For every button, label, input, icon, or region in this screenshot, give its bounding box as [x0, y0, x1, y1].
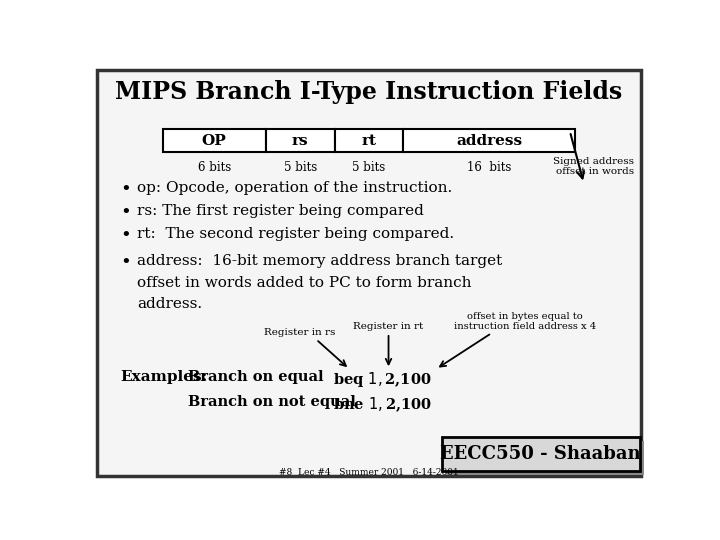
Text: •: • [121, 227, 132, 245]
Text: Signed address
offset in words: Signed address offset in words [553, 157, 634, 177]
Text: rs: The first register being compared: rs: The first register being compared [138, 204, 424, 218]
Text: 5 bits: 5 bits [352, 161, 386, 174]
Bar [441, 437, 639, 471]
Text: address.: address. [138, 297, 202, 311]
Text: 5 bits: 5 bits [284, 161, 317, 174]
Bar [266, 129, 335, 152]
Text: address:  16-bit memory address branch target: address: 16-bit memory address branch ta… [138, 254, 503, 268]
Bar [403, 129, 575, 152]
Text: Register in rt: Register in rt [354, 322, 423, 331]
FancyBboxPatch shape [96, 70, 642, 476]
Bar [163, 129, 266, 152]
Text: •: • [121, 181, 132, 199]
Text: •: • [121, 204, 132, 222]
Text: op: Opcode, operation of the instruction.: op: Opcode, operation of the instruction… [138, 181, 453, 195]
Text: offset in words added to PC to form branch: offset in words added to PC to form bran… [138, 275, 472, 289]
Text: rt: rt [361, 134, 377, 147]
Bar [446, 441, 644, 475]
Text: #8  Lec #4   Summer 2001   6-14-2001: #8 Lec #4 Summer 2001 6-14-2001 [279, 468, 459, 477]
Text: rs: rs [292, 134, 308, 147]
Text: address: address [456, 134, 523, 147]
Text: beq $1,$2,100: beq $1,$2,100 [333, 370, 431, 389]
Text: Branch on not equal: Branch on not equal [188, 395, 356, 409]
Text: rt:  The second register being compared.: rt: The second register being compared. [138, 227, 454, 241]
Bar [335, 129, 403, 152]
Text: OP: OP [202, 134, 227, 147]
Text: 16  bits: 16 bits [467, 161, 512, 174]
Text: Examples:: Examples: [121, 370, 208, 384]
Text: •: • [121, 254, 132, 272]
Text: Register in rs: Register in rs [264, 328, 335, 337]
Text: EECC550 - Shaaban: EECC550 - Shaaban [440, 444, 641, 463]
Text: offset in bytes equal to
instruction field address x 4: offset in bytes equal to instruction fie… [454, 312, 596, 331]
Text: bne $1,$2,100: bne $1,$2,100 [333, 395, 432, 414]
Text: 6 bits: 6 bits [197, 161, 231, 174]
Text: Branch on equal: Branch on equal [188, 370, 323, 384]
Text: MIPS Branch I-Type Instruction Fields: MIPS Branch I-Type Instruction Fields [115, 80, 623, 104]
